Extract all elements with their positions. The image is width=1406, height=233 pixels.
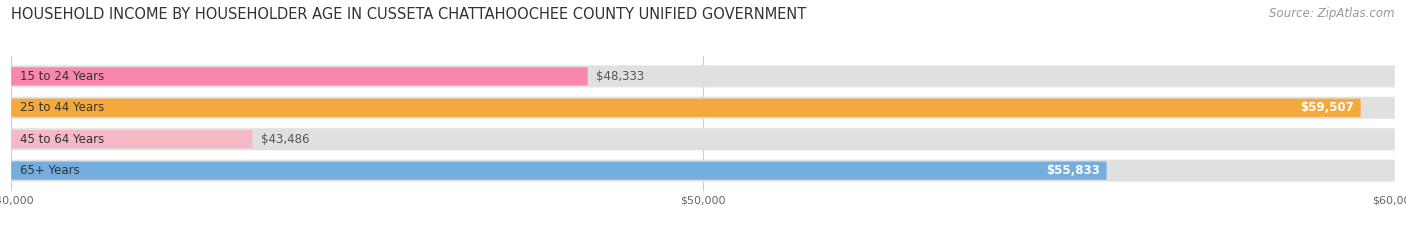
FancyBboxPatch shape (11, 128, 1395, 150)
FancyBboxPatch shape (11, 65, 1395, 87)
Text: $48,333: $48,333 (596, 70, 644, 83)
FancyBboxPatch shape (11, 161, 1107, 180)
Text: Source: ZipAtlas.com: Source: ZipAtlas.com (1270, 7, 1395, 20)
Text: 45 to 64 Years: 45 to 64 Years (20, 133, 104, 146)
FancyBboxPatch shape (11, 130, 253, 148)
Text: $59,507: $59,507 (1301, 101, 1354, 114)
Text: $55,833: $55,833 (1046, 164, 1099, 177)
FancyBboxPatch shape (11, 99, 1361, 117)
FancyBboxPatch shape (11, 97, 1395, 119)
Text: 65+ Years: 65+ Years (20, 164, 79, 177)
FancyBboxPatch shape (11, 67, 588, 86)
Text: HOUSEHOLD INCOME BY HOUSEHOLDER AGE IN CUSSETA CHATTAHOOCHEE COUNTY UNIFIED GOVE: HOUSEHOLD INCOME BY HOUSEHOLDER AGE IN C… (11, 7, 807, 22)
Text: $43,486: $43,486 (260, 133, 309, 146)
Text: 15 to 24 Years: 15 to 24 Years (20, 70, 104, 83)
FancyBboxPatch shape (11, 160, 1395, 182)
Text: 25 to 44 Years: 25 to 44 Years (20, 101, 104, 114)
